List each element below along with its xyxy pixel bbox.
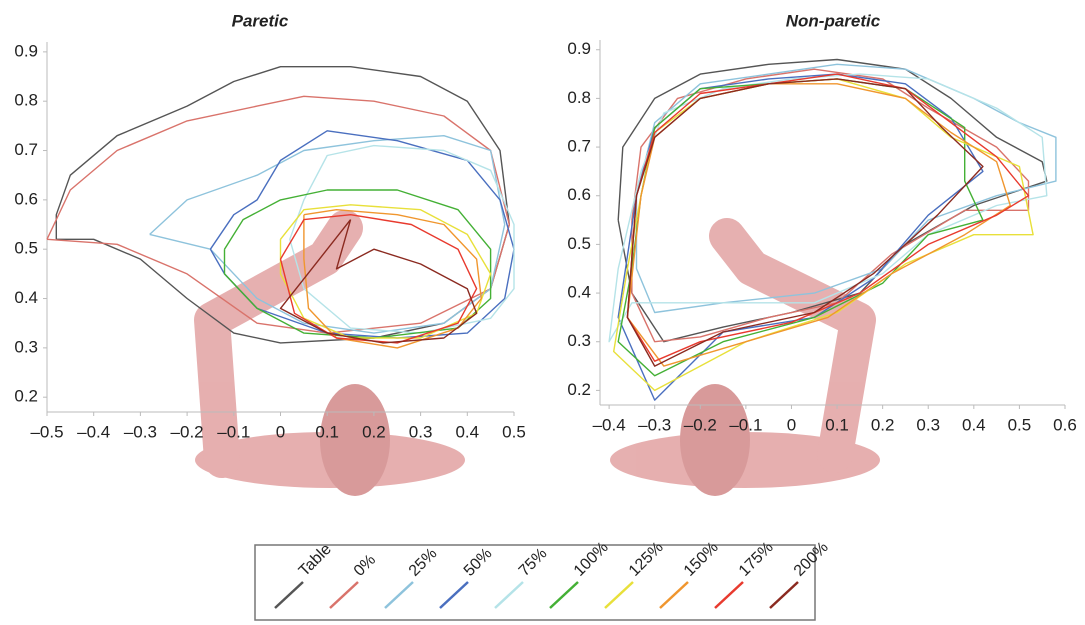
- legend-swatch: [329, 581, 359, 609]
- x-tick-label: –0.1: [729, 415, 762, 434]
- x-tick-label: 0.4: [455, 422, 479, 441]
- workspace-contour: [55, 66, 510, 344]
- y-tick-label: 0.8: [567, 88, 591, 107]
- x-tick-label: –0.4: [593, 415, 626, 434]
- workspace-contour: [635, 63, 1057, 314]
- y-tick-label: 0.3: [14, 337, 38, 356]
- workspace-contour: [617, 78, 984, 377]
- arm: [194, 210, 363, 478]
- x-tick-label: 0: [787, 415, 796, 434]
- workspace-contour: [303, 209, 482, 349]
- x-tick-label: 0: [276, 422, 285, 441]
- y-tick-label: 0.4: [567, 283, 591, 302]
- y-tick-label: 0.2: [14, 387, 38, 406]
- head: [680, 384, 750, 496]
- chart-title: Paretic: [232, 11, 289, 30]
- workspace-contour: [613, 78, 1034, 392]
- x-tick-label: 0.5: [502, 422, 526, 441]
- workspace-contour: [289, 144, 515, 334]
- y-tick-label: 0.4: [14, 288, 38, 307]
- y-tick-label: 0.8: [14, 91, 38, 110]
- workspace-contour: [223, 189, 492, 339]
- workspace-contour: [209, 130, 515, 339]
- y-tick-label: 0.5: [14, 239, 38, 258]
- workspace-contour: [626, 78, 984, 367]
- legend-swatch: [714, 581, 744, 609]
- workspace-contour: [626, 83, 1011, 367]
- workspace-contour: [617, 58, 1048, 343]
- legend-swatch: [769, 581, 799, 609]
- workspace-contour: [149, 135, 506, 334]
- legend-swatch: [604, 581, 634, 609]
- x-tick-label: 0.4: [962, 415, 986, 434]
- y-tick-label: 0.6: [14, 189, 38, 208]
- x-tick-label: 0.2: [362, 422, 386, 441]
- x-tick-label: 0.1: [315, 422, 339, 441]
- x-tick-label: –0.1: [217, 422, 250, 441]
- x-tick-label: 0.3: [916, 415, 940, 434]
- y-tick-label: 0.7: [14, 140, 38, 159]
- y-tick-label: 0.5: [567, 234, 591, 253]
- x-tick-label: –0.2: [684, 415, 717, 434]
- y-tick-label: 0.9: [567, 39, 591, 58]
- x-tick-label: 0.3: [409, 422, 433, 441]
- legend-swatch: [549, 581, 579, 609]
- workspace-contour: [626, 73, 1030, 362]
- legend-box: [254, 544, 816, 621]
- legend-swatch: [384, 581, 414, 609]
- legend-swatch: [659, 581, 689, 609]
- workspace-contour: [279, 204, 492, 339]
- workspace-contour: [279, 214, 478, 344]
- y-tick-label: 0.9: [14, 41, 38, 60]
- x-tick-label: –0.3: [638, 415, 671, 434]
- y-tick-label: 0.6: [567, 185, 591, 204]
- workspace-contour: [279, 219, 478, 344]
- x-tick-label: –0.5: [30, 422, 63, 441]
- x-tick-label: –0.3: [124, 422, 157, 441]
- x-tick-label: 0.1: [825, 415, 849, 434]
- legend-swatch: [274, 581, 304, 609]
- x-tick-label: 0.5: [1008, 415, 1032, 434]
- x-tick-label: 0.2: [871, 415, 895, 434]
- chart-title: Non-paretic: [786, 11, 881, 30]
- y-tick-label: 0.3: [567, 331, 591, 350]
- y-tick-label: 0.7: [567, 137, 591, 156]
- workspace-contour: [617, 73, 984, 401]
- x-tick-label: 0.6: [1053, 415, 1077, 434]
- y-tick-label: 0.2: [567, 380, 591, 399]
- x-tick-label: –0.2: [171, 422, 204, 441]
- legend-swatch: [494, 581, 524, 609]
- x-tick-label: –0.4: [77, 422, 110, 441]
- legend-swatch: [439, 581, 469, 609]
